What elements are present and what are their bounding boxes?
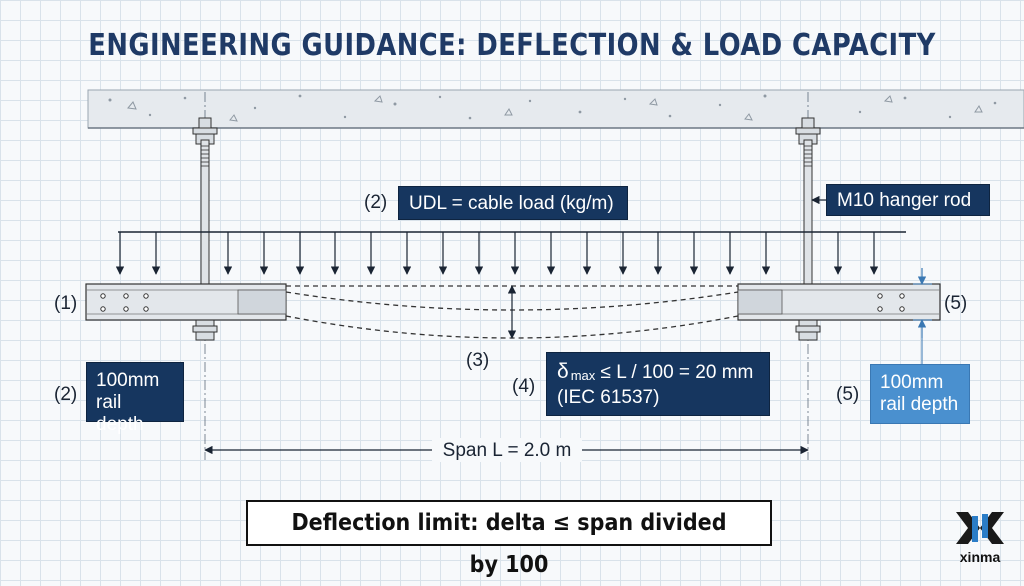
udl-number: (2) [364,192,388,213]
rail-right [737,283,941,321]
xinma-logo-mark [956,512,1004,544]
span-label: Span L = 2.0 m [442,440,572,461]
rail-left [85,283,287,321]
page-title: ENGINEERING GUIDANCE: DEFLECTION & LOAD … [88,28,936,63]
udl-arrows [115,231,906,275]
hanger-rod-left [192,117,218,341]
hanger-rod-label: M10 hanger rod [826,184,990,216]
rail-right-number: (5) [944,293,968,314]
deflection-diagram [85,89,1024,462]
depth-left-number: (2) [54,384,78,405]
ceiling-slab [87,89,1024,129]
rail-depth-left-label: 100mm rail depth [86,362,184,435]
rail-depth-dimension [913,268,932,364]
xinma-logo: xinma [948,508,1012,566]
formula-number: (4) [512,376,536,397]
xinma-logo-text: xinma [959,549,1001,565]
rail-depth-right-label: 100mm rail depth [870,364,970,424]
deflection-formula: δ max ≤ L / 100 = 20 mm (IEC 61537) [546,352,770,416]
udl-label: UDL = cable load (kg/m) [398,186,628,220]
rail-left-number: (1) [54,293,78,314]
deflection-caption: Deflection limit: delta ≤ span divided b… [246,500,772,578]
deflection-number: (3) [466,350,490,371]
depth-right-number: (5) [836,384,860,405]
hanger-rod-right [795,117,821,341]
